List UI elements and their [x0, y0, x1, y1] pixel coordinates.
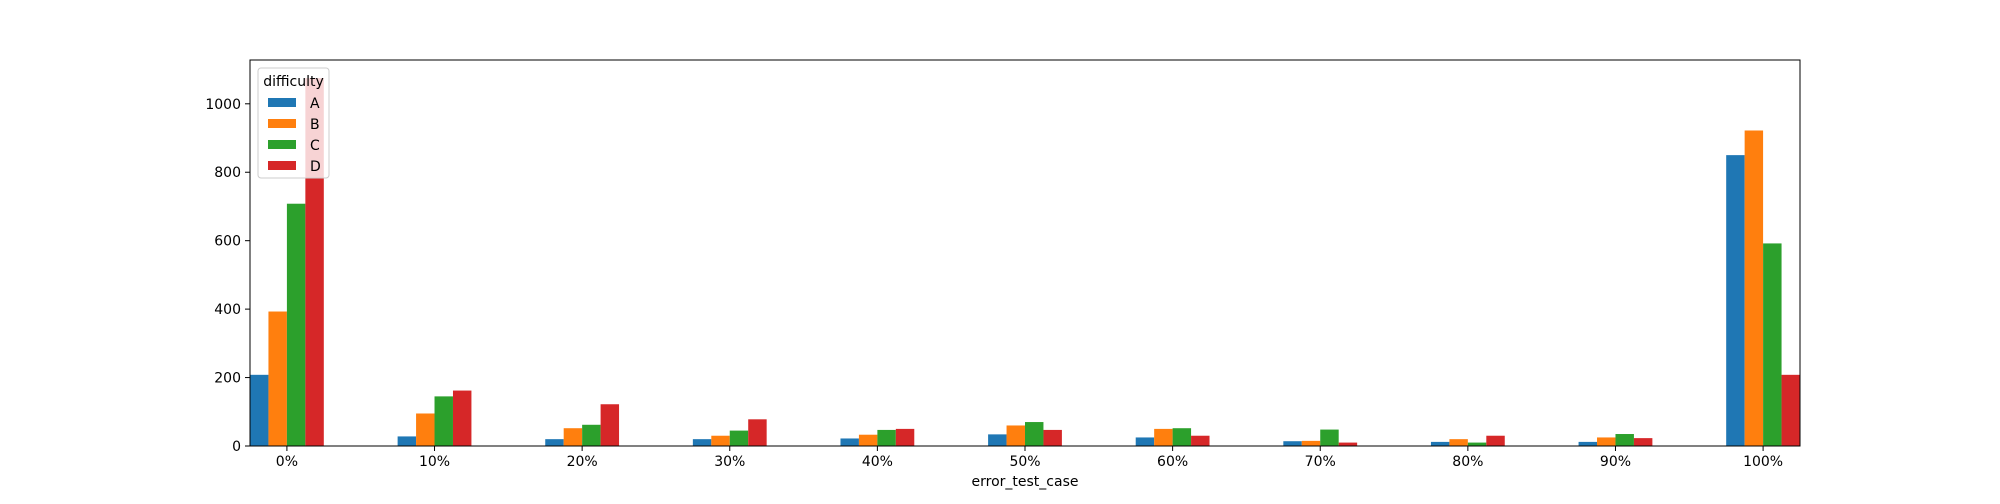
- y-tick-label: 800: [214, 165, 241, 181]
- bar-D-100%: [1781, 374, 1800, 446]
- plot-frame: [249, 59, 1801, 447]
- bar-D-80%: [1486, 435, 1505, 446]
- bar-C-50%: [1025, 422, 1044, 446]
- bar-B-10%: [416, 413, 435, 446]
- bar-A-70%: [1283, 441, 1302, 446]
- bars-layer: [250, 78, 1800, 447]
- y-tick-label: 400: [214, 302, 241, 318]
- bar-B-40%: [858, 434, 878, 446]
- bar-C-100%: [1763, 243, 1782, 446]
- bar-C-60%: [1172, 428, 1192, 446]
- bar-B-20%: [563, 428, 583, 446]
- x-tick-label: 20%: [567, 454, 598, 470]
- bar-D-70%: [1338, 442, 1358, 446]
- legend-title: difficulty: [263, 74, 324, 90]
- bar-A-60%: [1135, 437, 1155, 446]
- bar-D-50%: [1043, 429, 1062, 446]
- bar-C-20%: [582, 424, 601, 446]
- bar-B-50%: [1006, 425, 1025, 446]
- bar-A-10%: [397, 436, 417, 446]
- legend-swatch-C: [268, 140, 296, 149]
- bar-A-30%: [692, 439, 712, 446]
- x-tick-label: 40%: [862, 454, 893, 470]
- bar-C-10%: [434, 396, 453, 446]
- y-axis: 0 200 400 600 800 1000: [205, 97, 250, 455]
- y-tick-label: 600: [214, 234, 241, 250]
- x-tick-label: 0%: [276, 454, 298, 470]
- x-tick-label: 100%: [1743, 454, 1783, 470]
- bar-C-0%: [286, 203, 306, 446]
- bar-D-60%: [1191, 435, 1210, 446]
- plot-area: [250, 60, 1800, 446]
- x-tick-label: 50%: [1009, 454, 1040, 470]
- legend-swatch-A: [268, 98, 296, 107]
- y-tick-label: 200: [214, 371, 241, 387]
- y-tick-label: 1000: [205, 97, 241, 113]
- x-axis: 0% 10% 20% 30% 40% 50% 60% 70% 80% 90% 100%: [276, 446, 1783, 470]
- x-tick-label: 10%: [419, 454, 450, 470]
- bar-B-80%: [1449, 439, 1468, 446]
- x-tick-label: 80%: [1452, 454, 1483, 470]
- legend-label-A: A: [310, 96, 320, 112]
- bar-B-70%: [1301, 440, 1321, 446]
- x-tick-label: 60%: [1157, 454, 1188, 470]
- legend-label-C: C: [310, 138, 320, 154]
- x-tick-label: 30%: [714, 454, 745, 470]
- legend-label-B: B: [310, 117, 320, 133]
- bar-C-70%: [1320, 429, 1339, 446]
- bar-D-20%: [600, 404, 620, 446]
- bar-A-20%: [545, 439, 564, 446]
- bar-B-30%: [711, 435, 730, 446]
- bar-B-100%: [1744, 130, 1764, 447]
- bar-B-90%: [1597, 437, 1616, 446]
- bar-A-0%: [250, 374, 269, 446]
- legend-swatch-B: [268, 119, 296, 128]
- bar-A-100%: [1726, 155, 1745, 446]
- y-tick-label: 0: [232, 439, 241, 455]
- bar-A-40%: [840, 438, 859, 446]
- x-tick-label: 70%: [1305, 454, 1336, 470]
- bar-D-10%: [452, 390, 472, 446]
- bar-B-60%: [1154, 428, 1173, 446]
- bar-A-90%: [1578, 441, 1598, 446]
- bar-B-0%: [268, 311, 287, 446]
- bar-D-90%: [1633, 438, 1653, 446]
- bar-A-50%: [988, 434, 1007, 446]
- bar-C-80%: [1467, 442, 1487, 446]
- bar-A-80%: [1430, 441, 1450, 446]
- bar-C-30%: [729, 430, 749, 446]
- x-axis-label: error_test_case: [972, 474, 1079, 490]
- bar-D-40%: [895, 428, 915, 446]
- x-tick-label: 90%: [1600, 454, 1631, 470]
- bar-C-90%: [1615, 434, 1634, 446]
- bar-C-40%: [877, 429, 896, 446]
- legend-swatch-D: [268, 161, 296, 170]
- bar-D-30%: [748, 419, 767, 446]
- legend-label-D: D: [310, 159, 321, 175]
